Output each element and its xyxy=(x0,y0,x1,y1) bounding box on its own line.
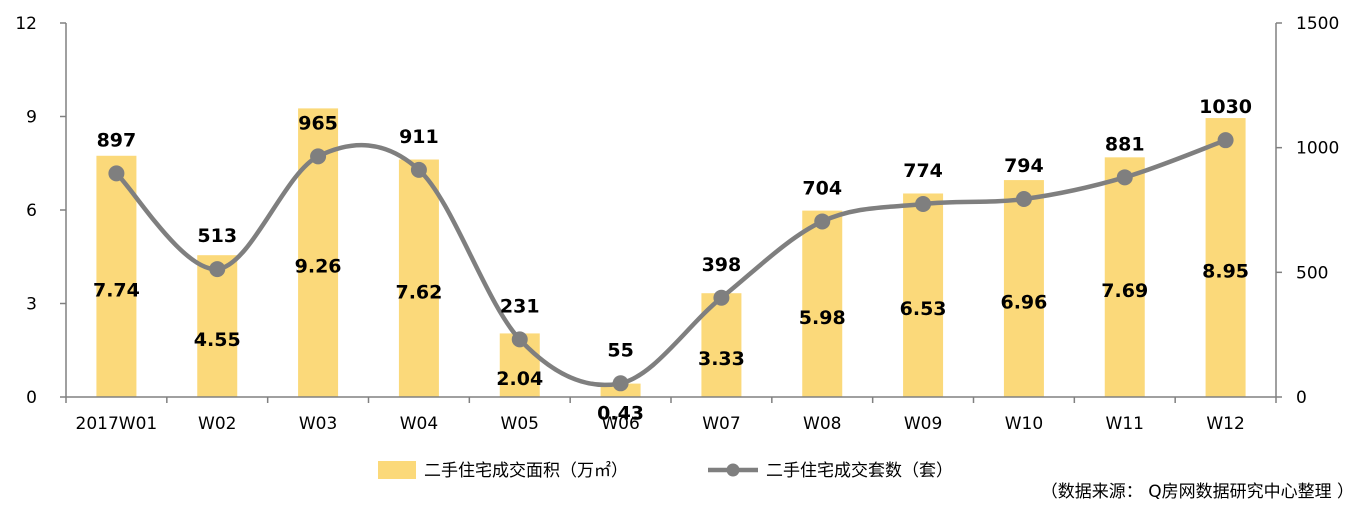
line-point xyxy=(1015,191,1032,208)
right-tick-label: 500 xyxy=(1296,263,1328,283)
bar-value-label: 3.33 xyxy=(698,348,745,370)
bar-value-label: 9.26 xyxy=(295,256,342,278)
line-value-label: 794 xyxy=(1004,155,1044,177)
bar xyxy=(1104,157,1145,397)
bar-series xyxy=(96,108,1246,397)
line-value-label: 774 xyxy=(903,160,943,182)
bar-value-label: 6.96 xyxy=(1000,292,1047,314)
left-tick-label: 12 xyxy=(15,14,37,34)
line-value-label: 965 xyxy=(298,112,338,134)
bar xyxy=(802,210,843,397)
line-point xyxy=(511,331,528,348)
line-value-label: 398 xyxy=(702,254,742,276)
line-point xyxy=(713,289,730,306)
x-tick-label: W08 xyxy=(803,414,841,434)
bar xyxy=(398,159,439,397)
line-value-label: 881 xyxy=(1105,133,1145,155)
line-value-label: 513 xyxy=(197,225,237,247)
line-point xyxy=(612,375,629,392)
left-axis-ticks: 0 3 6 9 12 xyxy=(15,14,66,408)
line-value-label: 911 xyxy=(399,126,439,148)
bar-value-label: 6.53 xyxy=(900,298,947,320)
line-point xyxy=(108,165,125,182)
right-axis-ticks: 0 500 1000 1500 xyxy=(1276,14,1339,408)
bar-value-label: 0.43 xyxy=(597,402,644,424)
line-point xyxy=(1217,132,1234,149)
legend: 二手住宅成交面积（万㎡） 二手住宅成交套数（套） xyxy=(378,461,953,481)
line-value-label: 55 xyxy=(607,339,633,361)
line-value-label: 704 xyxy=(802,177,842,199)
bar-value-label: 7.74 xyxy=(93,279,140,301)
line-series-path xyxy=(114,137,1228,388)
axes xyxy=(65,23,1277,398)
line-points xyxy=(108,132,1234,392)
line-point xyxy=(915,196,932,213)
line-point xyxy=(209,261,226,278)
bar xyxy=(903,193,944,397)
x-tick-label: W02 xyxy=(198,414,236,434)
right-tick-label: 1000 xyxy=(1296,139,1339,159)
bar-value-label: 8.95 xyxy=(1202,261,1249,283)
line-value-label: 231 xyxy=(500,295,540,317)
line-data-labels: 897 513 965 911 231 55 398 704 774 794 881 1030 xyxy=(97,96,1252,361)
bar-value-label: 7.62 xyxy=(395,281,442,303)
line-point xyxy=(1116,169,1133,186)
left-tick-label: 9 xyxy=(26,108,37,128)
x-tick-label: W07 xyxy=(702,414,740,434)
x-tick-label: W12 xyxy=(1206,414,1244,434)
x-tick-label: W05 xyxy=(501,414,539,434)
bar xyxy=(1003,180,1044,397)
x-tick-label: W06 xyxy=(601,414,639,434)
bar-data-labels: 7.74 4.55 9.26 7.62 2.04 0.43 3.33 5.98 6.53 6.96… xyxy=(93,256,1249,425)
line-point xyxy=(310,148,327,165)
left-tick-label: 6 xyxy=(26,201,37,221)
x-tick-label: W04 xyxy=(400,414,438,434)
line-value-label: 1030 xyxy=(1199,96,1252,118)
x-tick-label: W03 xyxy=(299,414,337,434)
right-tick-label: 1500 xyxy=(1296,14,1339,34)
legend-line-label: 二手住宅成交套数（套） xyxy=(766,461,953,481)
bar xyxy=(96,155,137,397)
x-axis-ticks: 2017W01 W02 W03 W04 W05 W06 W07 W08 W09 W10 W11 W12 xyxy=(65,397,1277,434)
left-tick-label: 0 xyxy=(26,388,37,408)
bar-value-label: 7.69 xyxy=(1101,280,1148,302)
bar xyxy=(197,255,238,397)
bar-value-label: 4.55 xyxy=(194,329,241,351)
left-tick-label: 3 xyxy=(26,295,37,315)
legend-bar-swatch xyxy=(378,461,416,479)
legend-bar-label: 二手住宅成交面积（万㎡） xyxy=(424,461,628,481)
line-point xyxy=(410,161,427,178)
bar xyxy=(1205,118,1246,397)
x-tick-label: W11 xyxy=(1106,414,1144,434)
x-tick-label: W09 xyxy=(904,414,942,434)
source-note: （数据来源： Q房网数据研究中心整理 ） xyxy=(1041,482,1354,502)
bar-value-label: 5.98 xyxy=(799,307,846,329)
bar-value-label: 2.04 xyxy=(496,368,543,390)
x-tick-label: W10 xyxy=(1005,414,1043,434)
line-value-label: 897 xyxy=(97,129,137,151)
line-point xyxy=(814,213,831,230)
right-tick-label: 0 xyxy=(1296,388,1307,408)
x-tick-label: 2017W01 xyxy=(76,414,158,434)
legend-line-marker xyxy=(726,463,740,477)
